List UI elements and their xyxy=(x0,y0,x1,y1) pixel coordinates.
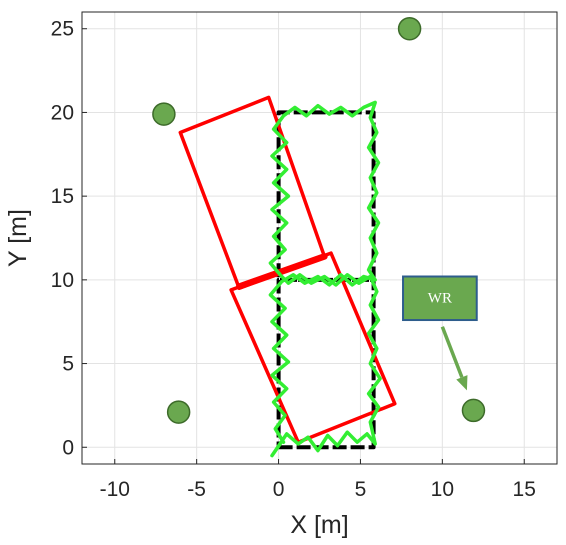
wr-box xyxy=(402,275,478,322)
tracked-path xyxy=(268,100,382,458)
marker-point xyxy=(166,400,191,424)
y-tick-label: 5 xyxy=(62,353,74,376)
x-tick-label: 10 xyxy=(431,478,454,501)
marker-point xyxy=(152,102,176,126)
y-tick-label: 20 xyxy=(51,101,74,124)
x-tick-label: -10 xyxy=(100,478,130,501)
wr-label: WR xyxy=(428,290,452,306)
rotated-rectangle xyxy=(178,95,327,290)
x-tick-label: -5 xyxy=(187,478,206,501)
tracked-path-line xyxy=(268,100,382,458)
tick-labels: -10 -5 0 5 10 15 0 5 10 15 20 25 xyxy=(51,18,536,501)
marker-point xyxy=(397,16,422,41)
marker-point xyxy=(461,398,486,423)
wr-arrow-head xyxy=(456,375,468,391)
y-tick-label: 25 xyxy=(51,18,74,41)
plot-frame xyxy=(81,11,558,465)
y-axis-label: Y [m] xyxy=(4,209,32,267)
ticks xyxy=(82,28,525,464)
x-tick-label: 0 xyxy=(273,478,285,501)
y-tick-label: 15 xyxy=(51,185,74,208)
wr-arrow xyxy=(440,326,464,378)
x-tick-label: 5 xyxy=(355,478,367,501)
y-tick-label: 10 xyxy=(51,269,74,292)
y-tick-label: 0 xyxy=(62,436,74,459)
rotated-rectangles xyxy=(178,95,397,444)
annotation: WR xyxy=(402,275,478,391)
x-tick-label: 15 xyxy=(513,478,536,501)
x-axis-label: X [m] xyxy=(290,511,348,539)
markers xyxy=(152,16,486,424)
rotated-rectangle-bold-edge xyxy=(235,253,328,290)
